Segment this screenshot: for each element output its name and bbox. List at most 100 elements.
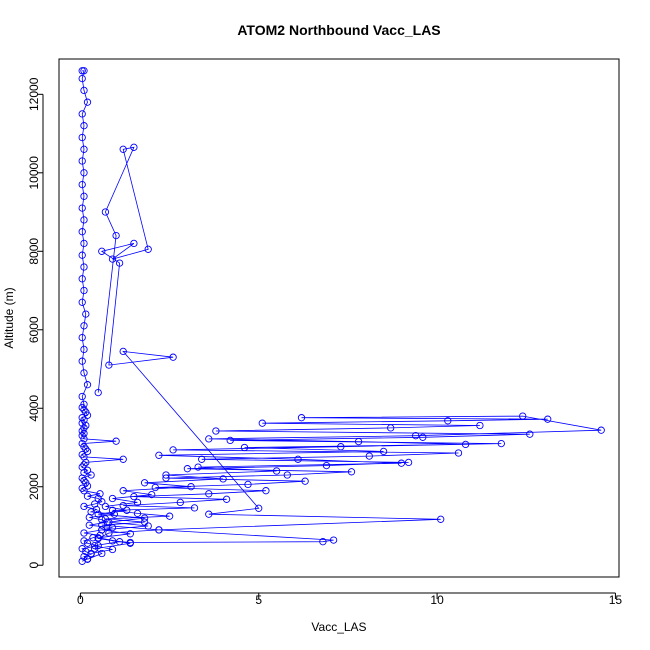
data-point — [194, 463, 202, 471]
data-point — [80, 122, 88, 130]
data-point — [155, 526, 163, 534]
data-point — [283, 471, 291, 479]
data-point — [105, 518, 113, 526]
data-point — [78, 545, 86, 553]
data-point — [80, 424, 88, 432]
data-point — [80, 67, 88, 75]
data-point — [148, 490, 156, 499]
data-point — [80, 416, 88, 424]
x-tick-label: 0 — [77, 593, 84, 607]
data-point — [105, 361, 113, 369]
y-tick-label: 4000 — [27, 395, 41, 422]
data-point — [94, 388, 102, 397]
data-point — [379, 447, 388, 456]
data-point — [226, 436, 234, 445]
data-point — [387, 424, 395, 432]
data-point — [108, 506, 117, 514]
data-point — [140, 514, 149, 522]
data-point — [108, 545, 117, 554]
data-point — [176, 498, 184, 507]
data-point — [205, 435, 213, 443]
data-point — [94, 534, 102, 542]
data-point — [112, 231, 120, 240]
data-point — [78, 450, 86, 459]
data-point — [80, 406, 88, 414]
data-point — [112, 437, 120, 445]
data-point — [78, 333, 86, 342]
data-point — [347, 468, 356, 476]
data-point — [80, 145, 88, 153]
data-point — [78, 228, 86, 236]
data-point — [80, 476, 88, 485]
data-point — [101, 502, 110, 511]
data-point — [365, 452, 373, 460]
data-point — [78, 74, 86, 83]
data-point — [119, 487, 127, 495]
y-tick-label: 10000 — [27, 156, 41, 190]
data-point — [78, 251, 86, 259]
data-point — [240, 443, 249, 452]
data-point — [140, 518, 149, 526]
data-point — [80, 192, 88, 200]
data-point — [262, 487, 270, 495]
data-point — [94, 494, 102, 503]
data-point — [130, 239, 138, 248]
data-point — [78, 180, 86, 189]
data-point — [83, 98, 92, 106]
data-point — [82, 408, 90, 416]
data-point — [78, 157, 86, 165]
data-point — [91, 500, 99, 508]
data-point — [80, 461, 88, 469]
data-point — [80, 286, 88, 295]
data-point — [597, 426, 605, 434]
x-tick-label: 10 — [430, 593, 444, 607]
data-point — [162, 471, 170, 479]
x-tick-label: 5 — [255, 593, 262, 607]
data-point — [212, 427, 220, 435]
data-point — [98, 549, 106, 558]
y-tick-label: 2000 — [27, 473, 41, 500]
data-point — [83, 447, 92, 456]
data-point — [87, 471, 95, 479]
data-point — [80, 537, 88, 545]
data-point — [140, 479, 149, 487]
data-point — [78, 392, 86, 401]
data-point — [126, 530, 134, 538]
data-point — [258, 419, 266, 427]
data-point — [444, 417, 452, 425]
data-point — [544, 415, 552, 423]
y-tick-label: 0 — [27, 562, 41, 569]
data-point — [80, 529, 88, 537]
data-point — [105, 529, 113, 537]
data-point — [98, 516, 106, 524]
data-point — [80, 239, 88, 248]
data-point — [94, 510, 102, 518]
data-point — [119, 501, 127, 510]
data-point — [80, 429, 88, 438]
data-point — [272, 467, 281, 475]
data-point — [354, 437, 363, 446]
data-point — [165, 512, 174, 520]
data-point — [80, 216, 88, 224]
data-point — [297, 414, 306, 422]
data-point — [82, 479, 90, 487]
data-point — [526, 430, 534, 438]
data-point — [130, 492, 138, 501]
data-point — [83, 492, 92, 500]
data-point — [155, 451, 163, 459]
data-point — [205, 490, 213, 498]
data-point — [437, 515, 445, 523]
data-point — [78, 133, 86, 142]
data-point — [78, 439, 86, 448]
data-point — [85, 521, 93, 529]
data-point — [222, 495, 231, 503]
x-axis: 0 5 10 15 — [77, 592, 622, 607]
data-point — [80, 502, 88, 511]
data-point — [80, 453, 88, 461]
data-point — [519, 412, 527, 420]
data-point — [119, 347, 127, 356]
data-point — [80, 345, 88, 354]
data-point — [454, 449, 463, 457]
data-point — [80, 487, 88, 495]
